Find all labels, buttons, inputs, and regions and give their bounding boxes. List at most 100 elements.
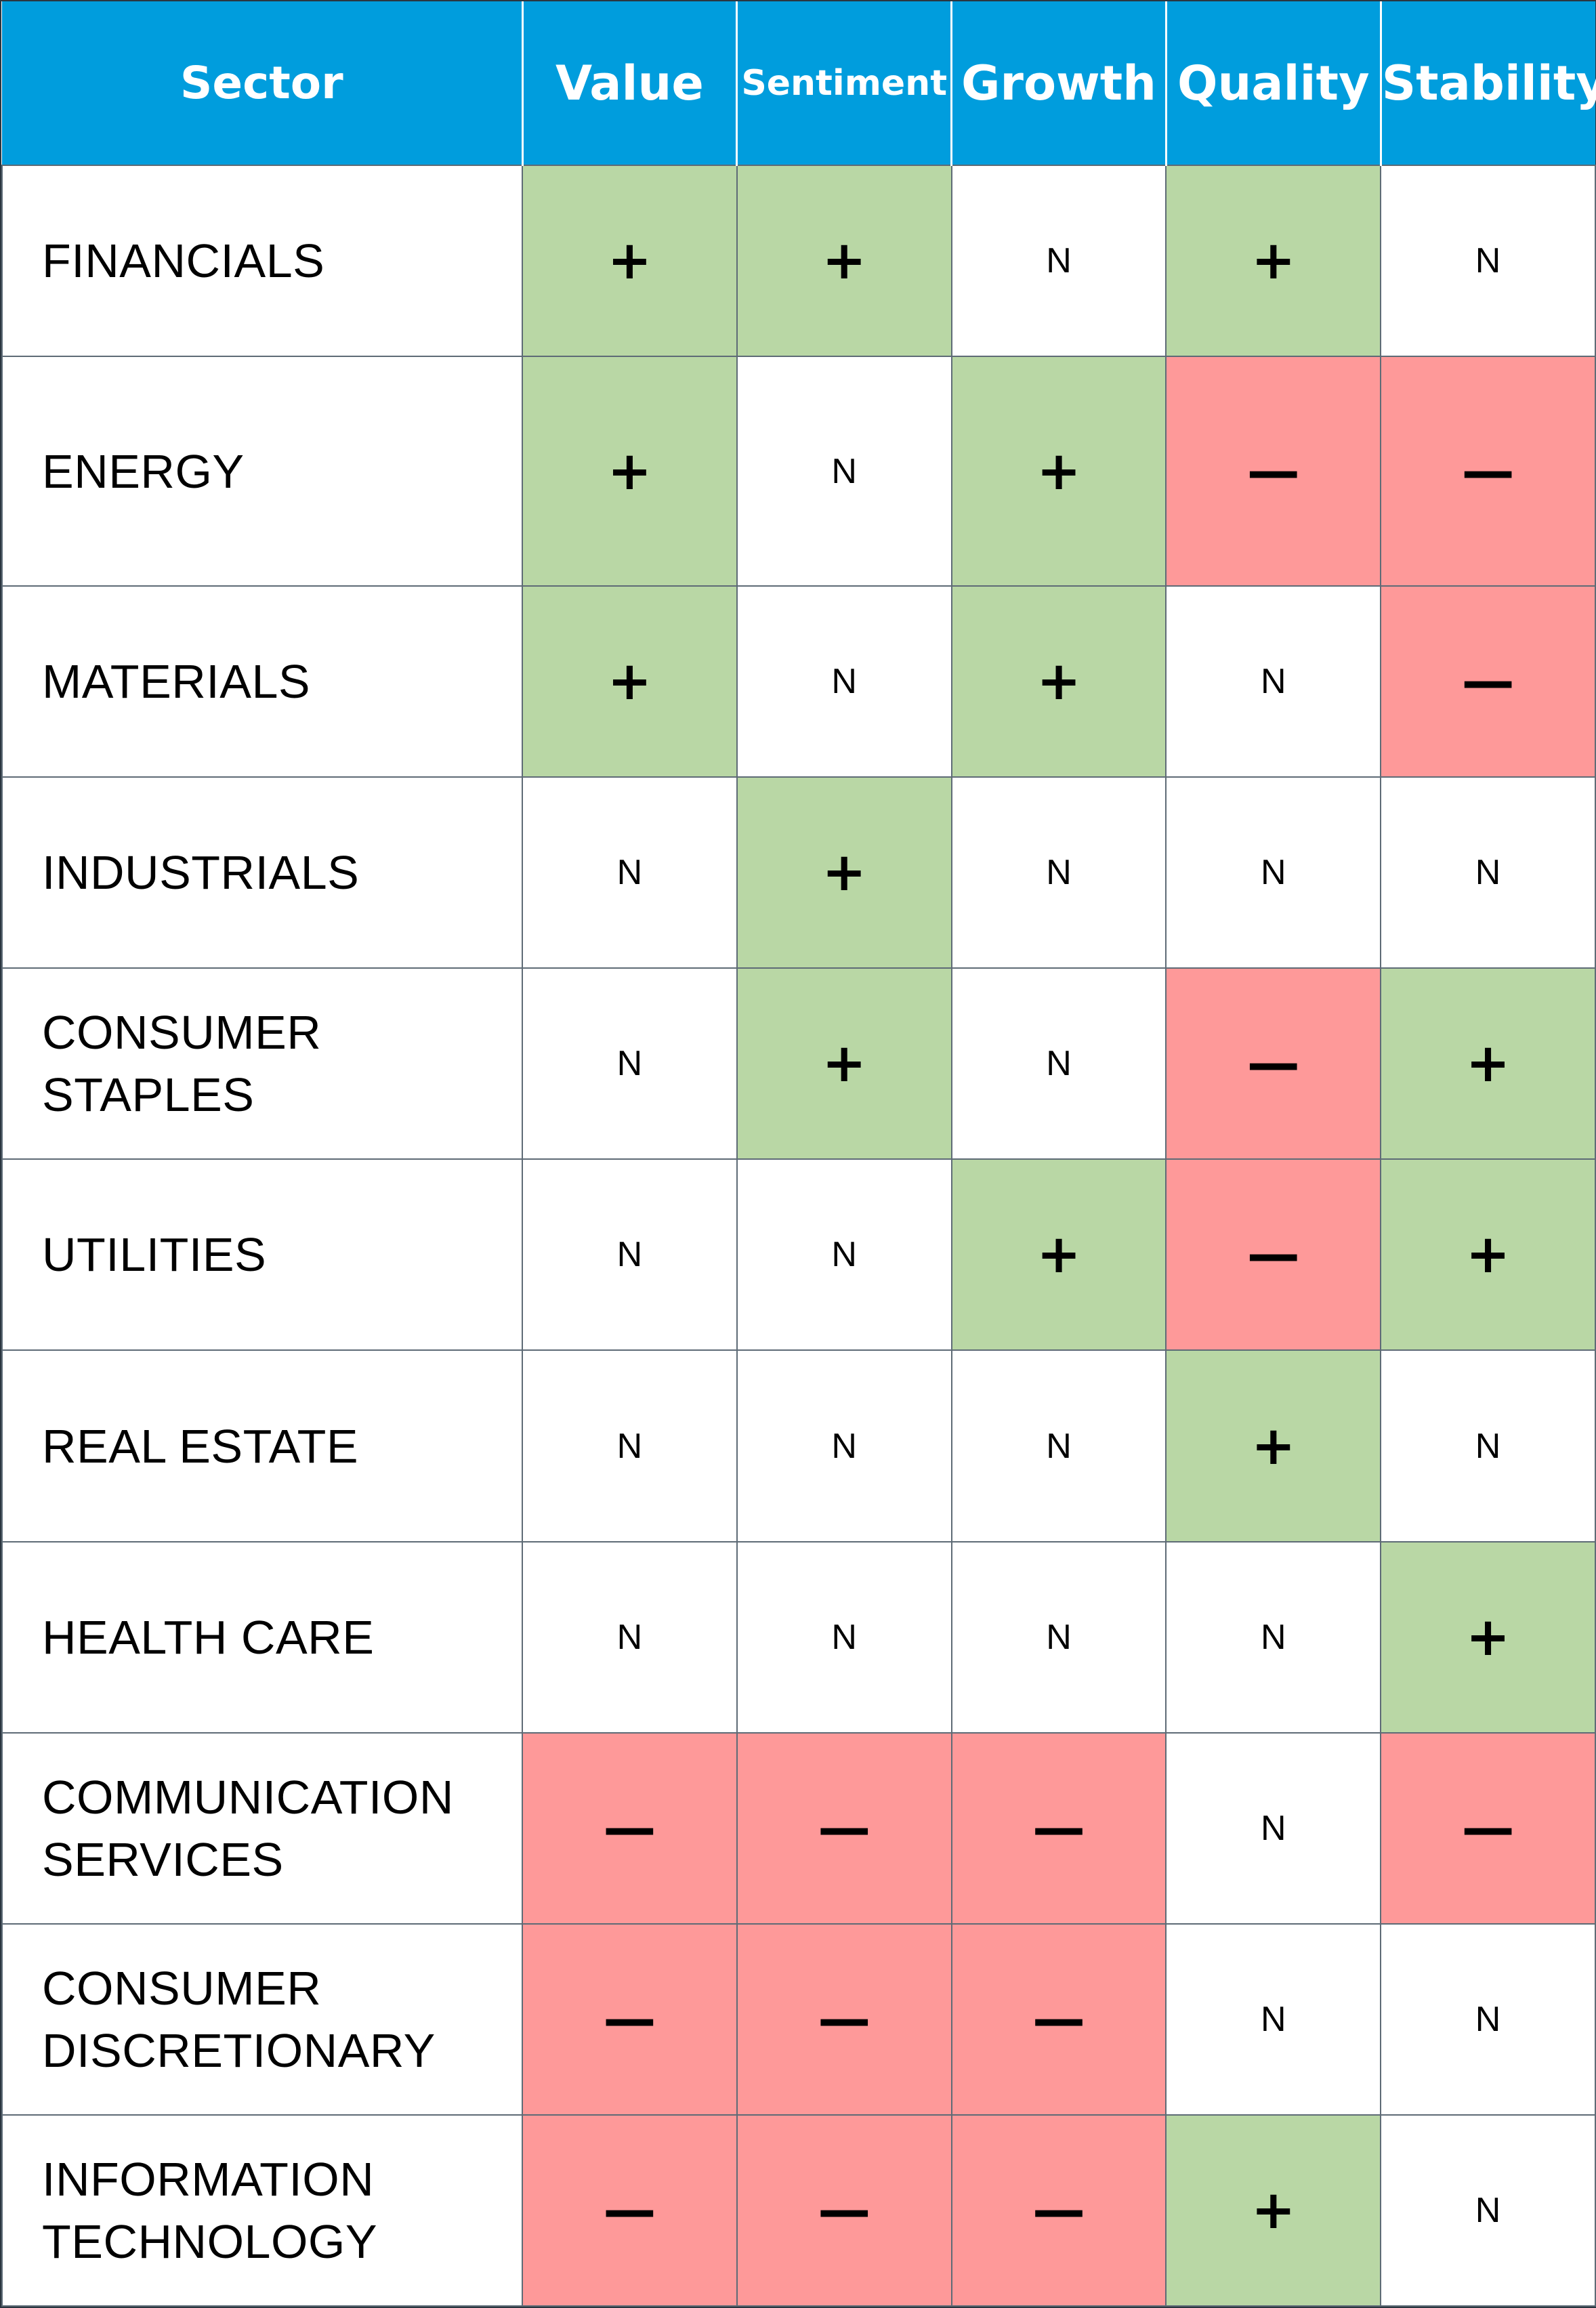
rating-symbol: — — [1461, 1797, 1515, 1859]
rating-cell-sentiment: + — [736, 164, 952, 358]
rating-cell-quality: + — [1165, 2114, 1382, 2307]
rating-cell-value: — — [522, 1732, 738, 1925]
rating-symbol: + — [1251, 2179, 1296, 2241]
rating-cell-stability: + — [1380, 1540, 1596, 1734]
rating-symbol: — — [818, 1797, 871, 1859]
rating-symbol: — — [1246, 440, 1300, 502]
rating-cell-growth: N — [950, 1349, 1167, 1543]
rating-symbol: N — [1261, 1617, 1286, 1657]
rating-cell-sentiment: N — [736, 356, 952, 587]
header-growth: Growth — [951, 1, 1167, 165]
header-value: Value — [522, 1, 738, 165]
sector-name-line: CONSUMER — [42, 1006, 322, 1059]
sector-name-cell: MATERIALS — [1, 585, 523, 778]
rating-symbol: N — [831, 662, 857, 702]
rating-symbol: — — [1032, 2179, 1085, 2241]
rating-symbol: N — [1475, 1426, 1501, 1466]
rating-symbol: N — [1261, 662, 1286, 702]
sector-name-line: HEALTH CARE — [42, 1610, 375, 1664]
table-row: CONSUMER STAPLES N + N — + — [1, 967, 1596, 1160]
rating-cell-growth: + — [950, 1158, 1167, 1351]
rating-cell-sentiment: N — [736, 585, 952, 778]
rating-symbol: + — [607, 651, 652, 713]
rating-cell-value: + — [522, 164, 738, 358]
rating-cell-quality: N — [1165, 1732, 1382, 1925]
sector-name-cell: CONSUMER STAPLES — [1, 967, 523, 1160]
rating-symbol: N — [1261, 1999, 1286, 2039]
table-row: INDUSTRIALS N + N N N — [1, 776, 1596, 969]
rating-cell-quality: — — [1165, 356, 1382, 587]
sector-name-cell: HEALTH CARE — [1, 1540, 523, 1734]
table-row: COMMUNICATION SERVICES — — — N — — [1, 1732, 1596, 1925]
rating-cell-quality: N — [1165, 585, 1382, 778]
rating-cell-value: N — [522, 1349, 738, 1543]
rating-symbol: N — [616, 853, 643, 893]
rating-symbol: N — [616, 1426, 643, 1466]
rating-symbol: + — [822, 1033, 866, 1095]
rating-symbol: + — [1251, 230, 1296, 292]
rating-symbol: — — [818, 2179, 871, 2241]
table-header: Sector Value Sentiment Growth Quality St… — [2, 1, 1596, 165]
rating-symbol: + — [1465, 1224, 1511, 1286]
rating-cell-value: N — [522, 1540, 738, 1734]
rating-symbol: N — [1046, 1044, 1072, 1084]
sector-name-line: CONSUMER — [42, 1961, 322, 2015]
sector-name-line: UTILITIES — [42, 1228, 267, 1282]
rating-symbol: N — [831, 451, 857, 491]
rating-cell-stability: N — [1380, 164, 1596, 358]
rating-cell-sentiment: + — [736, 776, 952, 969]
rating-cell-stability: — — [1380, 1732, 1596, 1925]
rating-symbol: N — [1046, 1426, 1072, 1466]
header-stability: Stability — [1381, 1, 1596, 165]
sector-name-line: ENERGY — [42, 444, 245, 498]
rating-cell-stability: + — [1380, 1158, 1596, 1351]
rating-cell-value: N — [522, 1158, 738, 1351]
rating-cell-stability: N — [1380, 2114, 1596, 2307]
table-row: CONSUMER DISCRETIONARY — — — N N — [1, 1923, 1596, 2116]
rating-symbol: — — [603, 1797, 656, 1859]
sector-name-cell: COMMUNICATION SERVICES — [1, 1732, 523, 1925]
rating-cell-sentiment: — — [736, 1732, 952, 1925]
rating-symbol: N — [1475, 853, 1501, 893]
rating-symbol: + — [607, 230, 652, 292]
rating-cell-value: — — [522, 1923, 738, 2116]
rating-cell-value: N — [522, 967, 738, 1160]
rating-symbol: N — [831, 1617, 857, 1657]
rating-cell-growth: — — [950, 1732, 1167, 1925]
rating-symbol: + — [1036, 440, 1081, 502]
rating-symbol: — — [818, 1988, 871, 2050]
rating-cell-stability: — — [1380, 356, 1596, 587]
header-sentiment: Sentiment — [736, 1, 953, 165]
table-row: REAL ESTATE N N N + N — [1, 1349, 1596, 1543]
rating-symbol: — — [1246, 1224, 1300, 1286]
rating-symbol: N — [1046, 1617, 1072, 1657]
sector-name-line: INDUSTRIALS — [42, 846, 360, 900]
rating-cell-growth: — — [950, 2114, 1167, 2307]
rating-cell-growth: N — [950, 1540, 1167, 1734]
sector-name-line: SERVICES — [42, 1832, 284, 1886]
rating-symbol: N — [1261, 1808, 1286, 1848]
rating-cell-quality: + — [1165, 164, 1382, 358]
rating-symbol: + — [607, 440, 652, 502]
rating-cell-growth: N — [950, 967, 1167, 1160]
rating-symbol: — — [603, 1988, 656, 2050]
table-row: INFORMATION TECHNOLOGY — — — + N — [1, 2114, 1596, 2307]
rating-cell-growth: + — [950, 585, 1167, 778]
rating-cell-value: + — [522, 356, 738, 587]
rating-cell-quality: — — [1165, 1158, 1382, 1351]
sector-name-cell: CONSUMER DISCRETIONARY — [1, 1923, 523, 2116]
sector-name-line: STAPLES — [42, 1068, 255, 1122]
sector-name-cell: REAL ESTATE — [1, 1349, 523, 1543]
rating-symbol: N — [616, 1617, 643, 1657]
rating-cell-quality: + — [1165, 1349, 1382, 1543]
rating-cell-growth: — — [950, 1923, 1167, 2116]
header-quality: Quality — [1166, 1, 1382, 165]
rating-symbol: + — [1036, 1224, 1081, 1286]
rating-cell-sentiment: N — [736, 1540, 952, 1734]
rating-symbol: + — [1036, 651, 1081, 713]
sector-name-cell: INDUSTRIALS — [1, 776, 523, 969]
rating-cell-stability: N — [1380, 776, 1596, 969]
rating-cell-sentiment: — — [736, 2114, 952, 2307]
rating-symbol: — — [1461, 651, 1515, 713]
